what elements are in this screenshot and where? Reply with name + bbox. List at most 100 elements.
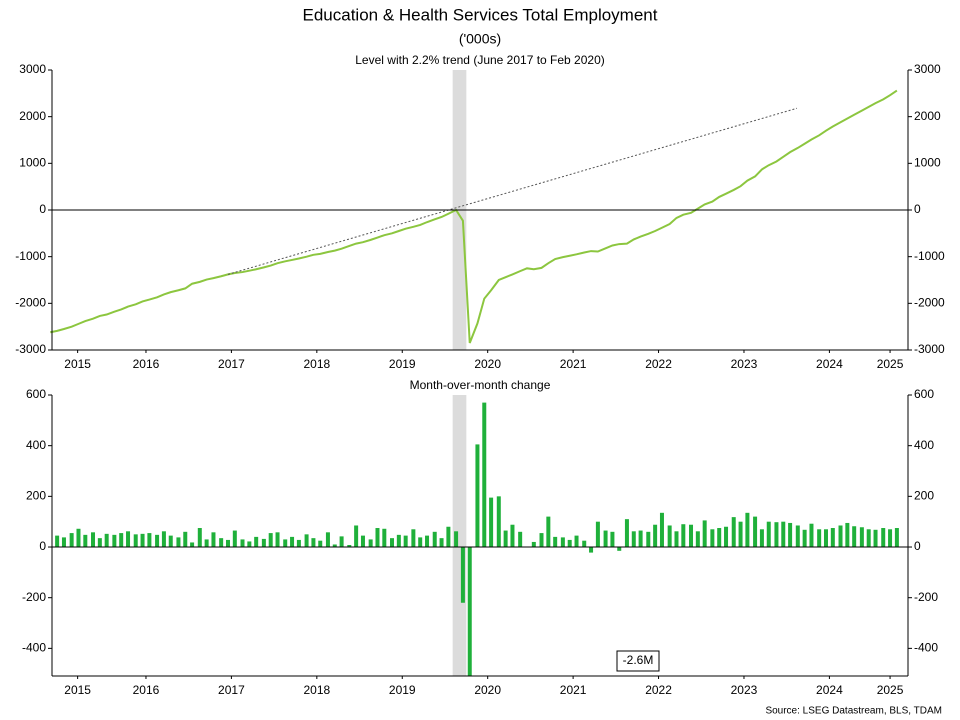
data-line — [50, 89, 898, 344]
y-tick-label: -400 — [22, 641, 46, 655]
x-tick-label: 2021 — [560, 357, 587, 371]
bar — [653, 524, 658, 548]
bar — [710, 529, 715, 548]
bar — [418, 537, 423, 548]
bar — [595, 521, 600, 548]
bar — [646, 531, 651, 548]
x-tick-label: 2019 — [389, 683, 416, 697]
recession-shading — [452, 395, 467, 676]
bar — [283, 539, 288, 548]
x-tick-label: 2022 — [645, 683, 672, 697]
y-tick-label: 0 — [39, 539, 46, 553]
bar — [852, 526, 857, 548]
bar — [582, 540, 587, 548]
y-tick-label: 600 — [26, 387, 46, 401]
bar — [332, 544, 337, 548]
y2-tick-label: 0 — [914, 202, 921, 216]
bar — [240, 539, 245, 548]
bar — [425, 535, 430, 548]
bar — [823, 529, 828, 548]
y2-tick-label: 2000 — [914, 109, 941, 123]
bar — [546, 516, 551, 548]
bar — [83, 534, 88, 548]
bar — [133, 534, 138, 548]
y-tick-label: 0 — [39, 202, 46, 216]
y-tick-label: 200 — [26, 489, 46, 503]
bar — [888, 529, 893, 548]
bar — [724, 526, 729, 548]
bar — [183, 531, 188, 548]
chart-title: Education & Health Services Total Employ… — [303, 5, 658, 24]
bar — [304, 534, 309, 548]
bar — [881, 528, 886, 548]
y-tick-label: -3000 — [15, 342, 46, 356]
bar — [567, 539, 572, 548]
bar — [809, 523, 814, 548]
bar — [97, 538, 102, 548]
bar — [232, 530, 237, 548]
y2-tick-label: 1000 — [914, 156, 941, 170]
y2-tick-label: -1000 — [914, 249, 945, 263]
bar — [375, 528, 380, 548]
bar — [204, 539, 209, 548]
trend-line — [227, 107, 798, 275]
x-tick-label: 2017 — [218, 357, 245, 371]
bar — [396, 534, 401, 548]
bar — [247, 541, 252, 548]
bar — [702, 520, 707, 548]
bar — [866, 529, 871, 548]
bar — [168, 535, 173, 548]
bar — [518, 531, 523, 548]
y-tick-label: -1000 — [15, 249, 46, 263]
value-label: -2.6M — [623, 653, 654, 667]
y-tick-label: 400 — [26, 438, 46, 452]
x-tick-label: 2017 — [218, 683, 245, 697]
bar — [197, 528, 202, 548]
bar — [354, 525, 359, 548]
bar — [745, 512, 750, 548]
y2-tick-label: 3000 — [914, 62, 941, 76]
bar — [631, 531, 636, 548]
bar — [753, 516, 758, 548]
x-tick-label: 2018 — [303, 357, 330, 371]
bar — [731, 517, 736, 548]
bar — [126, 531, 131, 548]
bar — [268, 533, 273, 548]
x-tick-label: 2015 — [64, 683, 91, 697]
bar — [104, 533, 109, 548]
bar — [574, 535, 579, 548]
x-tick-label: 2015 — [64, 357, 91, 371]
bar — [738, 521, 743, 548]
y2-tick-label: 400 — [914, 438, 934, 452]
bar — [61, 537, 66, 548]
bar — [155, 534, 160, 548]
y-tick-label: 2000 — [19, 109, 46, 123]
bar — [69, 533, 74, 548]
x-tick-label: 2022 — [645, 357, 672, 371]
bar — [689, 524, 694, 548]
chart-subtitle: ('000s) — [459, 31, 501, 47]
bar — [589, 547, 594, 553]
y2-tick-label: -400 — [914, 641, 938, 655]
y-tick-label: 3000 — [19, 62, 46, 76]
bar — [788, 522, 793, 548]
bar — [766, 521, 771, 548]
bar — [161, 531, 166, 548]
bar — [795, 525, 800, 548]
x-tick-label: 2024 — [816, 357, 843, 371]
bar — [339, 536, 344, 548]
y2-tick-label: -200 — [914, 590, 938, 604]
bar — [489, 497, 494, 548]
bar — [76, 528, 81, 548]
y2-tick-label: -2000 — [914, 296, 945, 310]
bar — [695, 531, 700, 548]
x-tick-label: 2023 — [731, 683, 758, 697]
y-tick-label: -2000 — [15, 296, 46, 310]
bar — [347, 544, 352, 548]
bar — [403, 535, 408, 548]
bar — [176, 537, 181, 548]
panel-title: Level with 2.2% trend (June 2017 to Feb … — [355, 53, 605, 67]
source-note: Source: LSEG Datastream, BLS, TDAM — [765, 706, 942, 717]
bar — [603, 530, 608, 548]
